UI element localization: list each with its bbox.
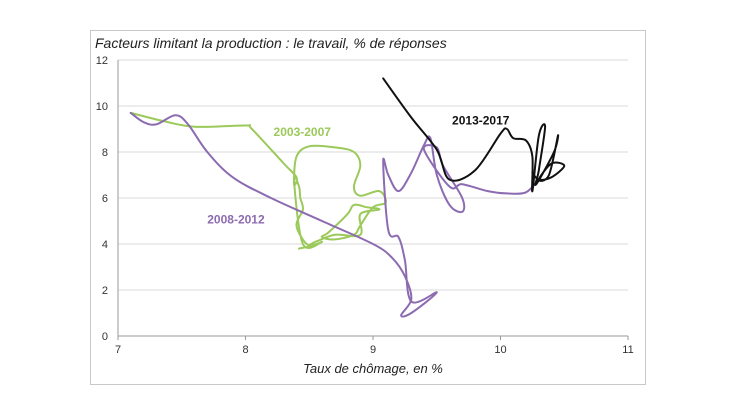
x-tick-label: 7 — [115, 344, 121, 356]
tick-labels: 0 2 4 6 8 10 12 7 8 9 10 11 — [96, 55, 634, 356]
series-lines — [129, 77, 566, 318]
series-line-2003-2007 — [129, 111, 387, 250]
x-tick-label: 9 — [370, 344, 376, 356]
y-tick-label: 8 — [102, 147, 108, 159]
x-tick-label: 11 — [622, 344, 633, 356]
x-axis-label: Taux de chômage, en % — [303, 361, 443, 376]
x-tick-label: 8 — [242, 344, 248, 356]
y-tick-label: 6 — [102, 193, 108, 205]
y-tick-label: 0 — [102, 331, 108, 343]
series-label-2013-2017: 2013-2017 — [452, 113, 510, 127]
axes — [117, 60, 629, 340]
y-tick-label: 10 — [96, 101, 108, 113]
grid — [118, 59, 628, 291]
series-label-2003-2007: 2003-2007 — [274, 125, 332, 139]
series-labels: 2003-2007 2008-2012 2013-2017 — [207, 113, 510, 226]
series-line-2008-2012 — [129, 111, 540, 318]
x-tick-label: 10 — [494, 344, 506, 356]
y-tick-label: 4 — [102, 239, 108, 251]
y-tick-label: 2 — [102, 285, 108, 297]
series-label-2008-2012: 2008-2012 — [207, 212, 265, 226]
chart-title: Facteurs limitant la production : le tra… — [95, 35, 447, 51]
series-line-2013-2017 — [382, 77, 566, 193]
y-tick-label: 12 — [96, 55, 108, 67]
